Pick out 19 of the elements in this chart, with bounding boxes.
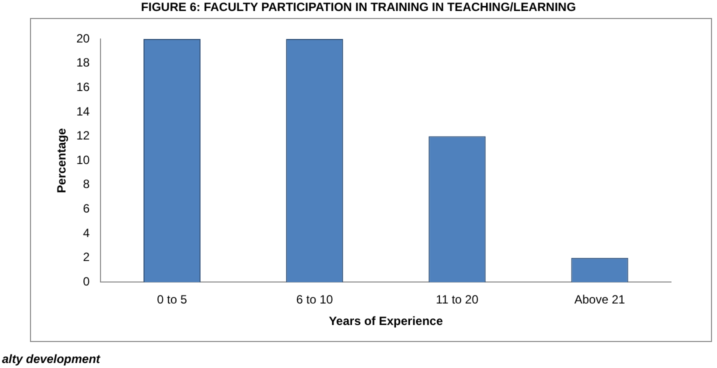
y-tick-label: 8 [83,177,90,192]
y-tick-label: 2 [83,250,90,264]
chart-title: FIGURE 6: FACULTY PARTICIPATION IN TRAINING IN TEACHING/LEARNING [140,0,577,14]
x-tick-label: 11 to 20 [436,292,479,307]
y-tick-label: 6 [83,202,90,216]
y-tick-label: 14 [76,104,90,118]
y-tick-label: 16 [76,80,90,94]
y-tick-label: 0 [83,274,90,289]
text: alty development [2,352,100,366]
y-tick-label: 10 [76,152,90,167]
x-tick-label: 6 to 10 [296,292,334,307]
x-tick-label: Above 21 [574,292,626,307]
y-tick-label: 12 [76,128,90,143]
y-tick-label: 4 [83,226,90,240]
y-tick-label: 18 [76,56,90,70]
x-tick-label: 0 to 5 [157,292,188,307]
x-axis-title: Years of Experience [328,314,444,328]
y-axis-title: Percentage [54,128,69,193]
y-tick-label: 20 [76,31,90,46]
